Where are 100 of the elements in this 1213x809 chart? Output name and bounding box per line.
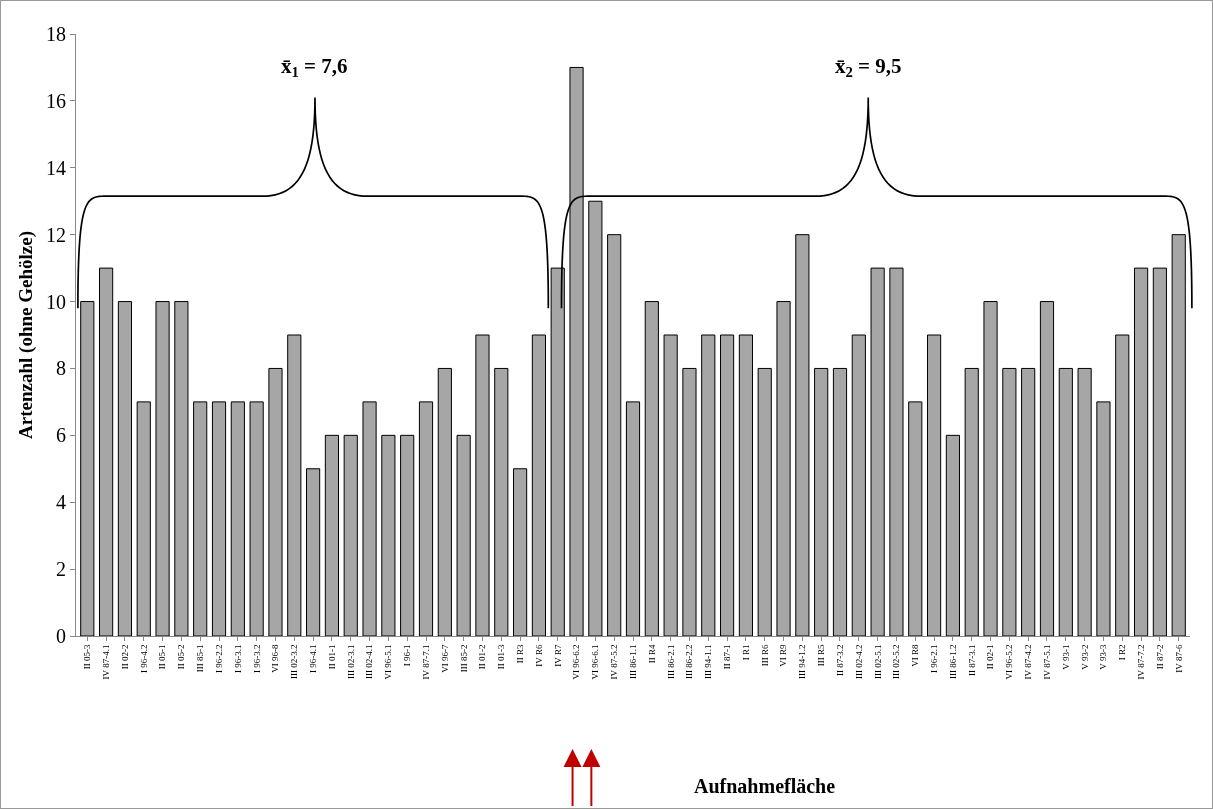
bar [211,401,227,636]
bar [588,200,603,636]
bar [155,301,170,636]
x-tick-label: I 96-1 [402,644,413,667]
bar [607,234,622,636]
x-tick-label: I 96-4.1 [308,644,319,674]
bar [1133,267,1149,636]
y-tick-label: 18 [46,23,66,45]
x-tick-label: I R1 [740,644,751,661]
x-tick-label: III 94-1.1 [703,644,714,680]
y-tick-label: 4 [56,491,66,514]
x-tick-label: I 96-4.2 [138,644,149,674]
x-tick-label: V 93-3 [1098,644,1109,670]
bar [550,267,565,636]
bar [701,334,716,636]
y-tick-label: 14 [46,156,66,179]
x-tick-label: I 96-2.1 [929,644,940,674]
x-tick-label: II 87-2 [1154,644,1165,670]
bar [1077,367,1092,636]
x-tick-label: VI R8 [910,644,921,667]
x-tick-label: II 05-1 [157,644,168,670]
bar [475,334,490,636]
x-tick-label: IV 87-5.1 [1041,644,1052,680]
bar [795,234,810,636]
bar [1171,234,1186,636]
x-tick-label: III 02-3.2 [289,644,300,680]
bar [418,401,434,636]
x-tick-label: VI 96-8 [270,644,281,673]
bar [889,267,904,636]
x-tick-label: VI 96-5.2 [1004,644,1015,680]
bar [136,401,151,636]
bar [738,334,753,636]
y-tick-label: 2 [56,558,66,581]
y-tick-label: 8 [56,357,66,380]
x-tick-label: II 05-3 [82,644,93,670]
x-tick-label: IV 87-4.1 [101,644,112,680]
x-tick-label: II 01-2 [477,644,488,670]
bar [851,334,866,636]
x-tick-label: II 87-3.2 [834,644,845,677]
x-tick-label: III 02-3.1 [345,644,356,680]
bar [381,434,396,636]
bar [494,367,509,636]
x-tick-label: VI 96-5.1 [383,644,394,680]
x-tick-label: II 01-1 [326,644,337,670]
x-tick-label: I 96-2.2 [213,644,224,674]
x-tick-label: VI 96-7 [439,644,450,673]
bar [268,367,283,636]
bar [531,334,546,636]
x-tick-label: II 01-3 [496,644,507,670]
bar [362,401,377,636]
x-tick-label: VI 96-6.2 [571,644,582,680]
bar [513,468,528,636]
x-tick-label: III 85-1 [195,644,206,673]
x-tick-label: III 86-2.2 [684,644,695,680]
x-tick-label: V 93-1 [1060,644,1071,670]
x-tick-label: IV 87-4.2 [1023,644,1034,680]
bar [1002,367,1017,636]
bar [287,334,302,636]
x-tick-label: III 86-1.2 [947,644,958,680]
x-tick-label: II 05-2 [176,644,187,670]
x-tick-label: III 02-4.2 [853,644,864,680]
bar [324,434,340,636]
x-tick-label: III R6 [759,644,770,667]
bar [306,468,321,636]
bar [926,334,942,636]
bar [230,401,245,636]
bar [1096,401,1111,636]
bar [117,301,133,636]
bar [569,66,584,636]
x-tick-label: II R3 [515,644,526,664]
x-tick-label: III 02-5.1 [872,644,883,680]
bar [832,367,848,636]
bar [663,334,678,636]
y-tick-label: 10 [46,290,66,313]
bar [1115,334,1130,636]
x-tick-label: III 02-5.2 [891,644,902,680]
bar [814,367,829,636]
x-tick-label: I 96-3.2 [251,644,262,674]
x-tick-label: III R5 [816,644,827,667]
x-tick-label: II 02-2 [119,644,130,670]
y-tick-label: 0 [56,625,66,647]
bar [908,401,923,636]
x-tick-label: IV 87-5.2 [609,644,620,680]
bar [99,267,114,636]
bar [1021,367,1036,636]
x-tick-label: III 86-1.1 [627,644,638,680]
bar [343,434,358,636]
x-tick-label: III 85-2 [458,644,469,673]
x-tick-label: I R2 [1117,644,1128,661]
x-tick-label: III 86-2.1 [665,644,676,680]
x-tick-label: VI R9 [778,644,789,667]
x-tick-label: II R4 [646,644,657,664]
x-tick-label: IV R6 [533,644,544,667]
y-tick-label: 6 [56,424,66,447]
bar [776,301,791,636]
bar [80,301,95,636]
x-tick-label: III 02-4.1 [364,644,375,680]
x-tick-label: II 87-3.1 [966,644,977,677]
bar [625,401,641,636]
bar [437,367,452,636]
